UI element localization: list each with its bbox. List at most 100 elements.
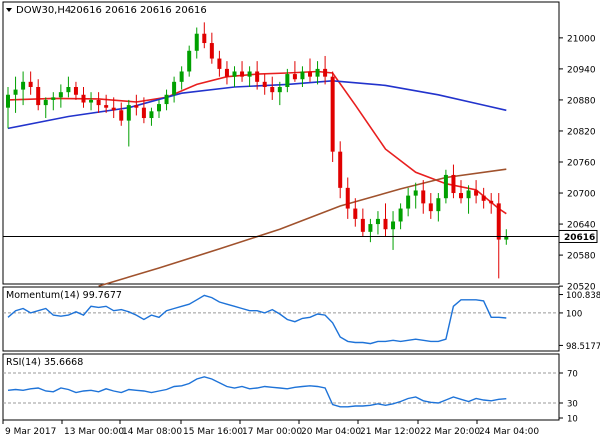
candle-body bbox=[466, 190, 471, 199]
price-tick-label: 20640 bbox=[567, 221, 596, 231]
rsi-title: RSI(14) 35.6668 bbox=[6, 357, 83, 368]
candle-body bbox=[73, 87, 78, 95]
candle-body bbox=[119, 110, 124, 121]
candle-body bbox=[300, 71, 305, 80]
candle-body bbox=[224, 68, 229, 77]
ma-line-slow-MA bbox=[98, 168, 507, 287]
candle-body bbox=[58, 92, 63, 98]
time-tick-label: 20 Mar 04:00 bbox=[301, 427, 361, 437]
momentum-tick-label: 98.5177 bbox=[566, 342, 600, 352]
candle-body bbox=[209, 43, 214, 59]
candle-body bbox=[240, 71, 245, 77]
candle-body bbox=[217, 58, 222, 69]
candle-body bbox=[43, 99, 48, 106]
candle-body bbox=[406, 195, 411, 209]
candle-body bbox=[104, 105, 109, 108]
candle-body bbox=[474, 190, 479, 196]
candle-body bbox=[277, 87, 282, 93]
candle-body bbox=[157, 104, 161, 112]
candle-body bbox=[202, 33, 207, 44]
candle-body bbox=[36, 87, 41, 106]
candle-body bbox=[345, 187, 350, 209]
candle-body bbox=[28, 81, 33, 87]
candle-body bbox=[126, 105, 131, 121]
momentum-indicator: 100.8386 100 98.5177 bbox=[3, 291, 600, 352]
candle-body bbox=[308, 71, 312, 77]
candle-body bbox=[134, 105, 139, 108]
candle-body bbox=[164, 94, 169, 105]
chart-header-symbol: DOW30,H4 bbox=[16, 5, 71, 16]
current-price-marker: 20616 bbox=[3, 229, 598, 243]
candle-body bbox=[262, 81, 267, 87]
price-tick-label: 20820 bbox=[567, 127, 596, 137]
candle-body bbox=[383, 218, 388, 230]
candle-body bbox=[459, 193, 463, 199]
time-tick-label: 22 Mar 20:00 bbox=[420, 427, 480, 437]
candle-body bbox=[338, 151, 343, 188]
dropdown-triangle-icon[interactable] bbox=[6, 8, 12, 12]
momentum-tick-label: 100.8386 bbox=[566, 291, 600, 301]
price-tick-label: 20880 bbox=[567, 96, 596, 106]
candle-body bbox=[172, 81, 177, 95]
time-tick-label: 21 Mar 12:00 bbox=[360, 427, 420, 437]
candle-body bbox=[428, 203, 433, 212]
candle-body bbox=[247, 71, 252, 77]
candle-body bbox=[375, 218, 380, 225]
candle-body bbox=[141, 107, 146, 119]
candle-body bbox=[111, 107, 116, 111]
time-tick-label: 17 Mar 00:00 bbox=[242, 427, 302, 437]
candle-body bbox=[255, 71, 260, 82]
candle-body bbox=[368, 224, 373, 232]
time-tick-label: 24 Mar 04:00 bbox=[479, 427, 539, 437]
candle-body bbox=[360, 218, 365, 232]
candle-body bbox=[270, 87, 275, 93]
price-tick-label: 20580 bbox=[567, 252, 596, 262]
candle-body bbox=[66, 87, 71, 93]
candle-body bbox=[6, 94, 10, 108]
candle-body bbox=[232, 71, 237, 77]
candle-body bbox=[504, 236, 509, 240]
candle-body bbox=[194, 33, 199, 51]
price-tick-label: 20700 bbox=[567, 190, 596, 200]
price-axis: 21000 20940 20880 20820 20760 20700 20640 20580… bbox=[559, 34, 596, 293]
candle-body bbox=[496, 203, 501, 240]
candle-body bbox=[96, 99, 101, 106]
time-tick-label: 14 Mar 08:00 bbox=[122, 427, 182, 437]
momentum-title: Momentum(14) 99.7677 bbox=[6, 290, 122, 301]
candle-body bbox=[89, 99, 94, 103]
candle-body bbox=[149, 111, 154, 119]
candle-body bbox=[398, 208, 403, 222]
rsi-tick-label: 30 bbox=[567, 400, 578, 410]
candle-body bbox=[391, 221, 396, 230]
candlesticks bbox=[6, 22, 509, 279]
candle-body bbox=[421, 190, 426, 204]
current-price-label: 20616 bbox=[564, 233, 595, 243]
momentum-panel bbox=[2, 286, 560, 352]
candle-body bbox=[323, 68, 328, 77]
time-tick-label: 15 Mar 16:00 bbox=[183, 427, 243, 437]
candle-body bbox=[81, 94, 86, 103]
time-tick-label: 13 Mar 00:00 bbox=[64, 427, 124, 437]
candle-body bbox=[353, 208, 358, 219]
current-price-box bbox=[558, 229, 598, 243]
rsi-tick-label: 70 bbox=[567, 370, 578, 380]
price-tick-label: 20940 bbox=[567, 65, 596, 75]
rsi-panel bbox=[2, 353, 560, 421]
rsi-tick-label: 10 bbox=[567, 415, 578, 425]
candle-body bbox=[179, 71, 184, 82]
price-panel bbox=[2, 1, 560, 285]
candle-body bbox=[51, 97, 56, 100]
candle-body bbox=[481, 195, 486, 201]
time-tick-label: 9 Mar 2017 bbox=[5, 427, 56, 437]
chart-header-ohlc: 20616 20616 20616 20616 bbox=[70, 5, 207, 16]
candle-body bbox=[21, 81, 26, 90]
price-tick-label: 21000 bbox=[567, 34, 596, 44]
rsi-indicator: 70 30 10 bbox=[3, 370, 578, 425]
candle-body bbox=[285, 74, 290, 87]
price-tick-label: 20520 bbox=[567, 283, 596, 293]
candle-body bbox=[330, 76, 335, 152]
candle-body bbox=[292, 74, 297, 80]
candle-body bbox=[13, 89, 18, 95]
